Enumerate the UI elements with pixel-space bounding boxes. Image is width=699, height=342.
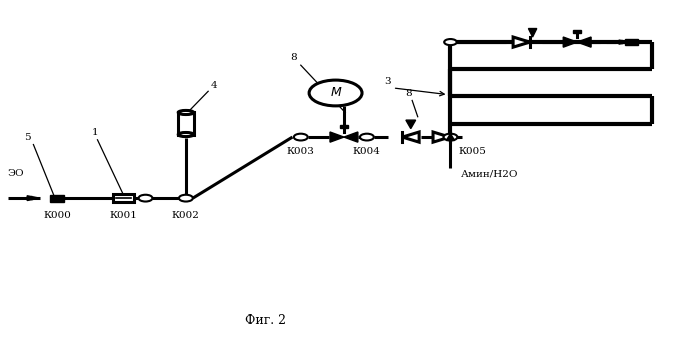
Text: 5: 5 [24, 133, 31, 142]
Polygon shape [406, 120, 416, 129]
Polygon shape [403, 132, 419, 142]
Polygon shape [344, 132, 358, 142]
Circle shape [443, 134, 457, 141]
Polygon shape [446, 134, 454, 141]
Text: 8: 8 [291, 53, 297, 63]
Bar [625, 39, 637, 45]
Ellipse shape [178, 110, 194, 115]
Polygon shape [27, 196, 40, 200]
Polygon shape [528, 28, 537, 37]
Text: М: М [330, 87, 341, 100]
Polygon shape [433, 132, 449, 142]
Text: К001: К001 [109, 211, 137, 220]
Text: 8: 8 [405, 89, 412, 98]
Polygon shape [330, 132, 344, 142]
Circle shape [179, 195, 193, 201]
Text: К005: К005 [459, 147, 487, 156]
Bar [178, 113, 194, 134]
Text: ЭО: ЭО [7, 169, 24, 178]
Polygon shape [577, 37, 591, 47]
Bar [573, 30, 582, 33]
Circle shape [138, 195, 152, 201]
Text: К003: К003 [287, 147, 315, 156]
Polygon shape [563, 37, 577, 47]
Text: Амин/Н2О: Амин/Н2О [461, 169, 519, 178]
Ellipse shape [178, 132, 194, 136]
Bar [113, 194, 134, 202]
Polygon shape [513, 37, 530, 47]
Circle shape [294, 134, 308, 141]
Bar [50, 195, 64, 201]
Circle shape [309, 80, 362, 106]
Text: К000: К000 [43, 211, 71, 220]
Circle shape [360, 134, 374, 141]
Circle shape [444, 39, 456, 45]
Bar [340, 125, 348, 128]
Text: 3: 3 [384, 77, 391, 86]
Text: К002: К002 [172, 211, 200, 220]
Text: Фиг. 2: Фиг. 2 [245, 314, 287, 327]
Text: 4: 4 [210, 81, 217, 90]
Text: К004: К004 [353, 147, 381, 156]
Text: 1: 1 [92, 128, 99, 137]
Polygon shape [619, 40, 630, 44]
